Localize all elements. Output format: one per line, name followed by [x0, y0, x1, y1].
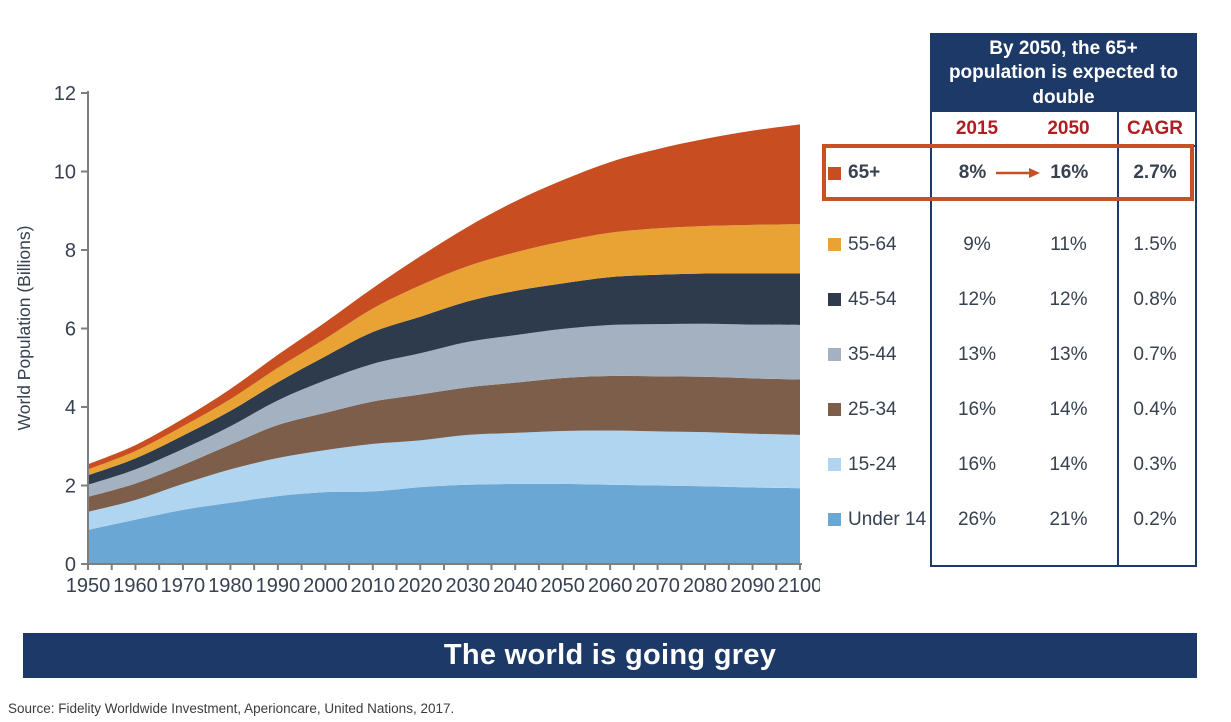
legend-swatch-15-24: [828, 458, 841, 471]
legend-item-35-44: 35-44: [822, 327, 930, 382]
stacked-area-chart: 0 2 4 6 8 10 12 1950 1960 1970 1980 1990 2000 2010 202…: [14, 83, 820, 597]
cagr-column-divider: [1117, 112, 1119, 565]
cell-cagr: 0.3%: [1133, 453, 1177, 475]
area-band-25-34: [88, 375, 800, 512]
cell-2015: 13%: [957, 343, 997, 365]
legend-swatch-65plus: [828, 166, 841, 180]
x-tick-label: 2030: [445, 575, 490, 597]
cell-cagr: 0.4%: [1133, 398, 1177, 420]
legend-label: 25-34: [848, 398, 897, 420]
cell-2050: 16%: [1050, 162, 1089, 183]
area-band-35-44: [88, 323, 800, 497]
cells-2015-2050-65plus: 8% 16%: [932, 162, 1115, 184]
legend-swatch-under14: [828, 513, 841, 526]
population-share-table: By 2050, the 65+ population is expected …: [930, 33, 1197, 567]
legend-label: 45-54: [848, 288, 897, 310]
x-tick-label: 1950: [66, 575, 111, 597]
y-tick-label: 2: [65, 476, 76, 498]
column-header-2015: 2015: [955, 117, 999, 139]
banner-title: The world is going grey: [443, 639, 777, 671]
x-tick-label: 2060: [588, 575, 633, 597]
table-row-under14: 26% 21% 0.2%: [932, 492, 1195, 547]
cell-2015: 12%: [957, 288, 997, 310]
table-row-55-64: 9% 11% 1.5%: [932, 217, 1195, 272]
cell-2015: 8%: [958, 162, 987, 183]
x-tick-label: 2070: [635, 575, 680, 597]
legend-swatch-35-44: [828, 348, 841, 361]
x-tick-label: 2080: [683, 575, 728, 597]
legend-label: 35-44: [848, 343, 897, 365]
x-tick-label: 2000: [303, 575, 348, 597]
legend-label: 55-64: [848, 233, 897, 255]
cell-2015: 26%: [957, 508, 997, 530]
age-group-table-panel: 65+ 55-64 45-54 35-44 25-34 15-24 Under 14 By …: [822, 33, 1202, 567]
x-tick-label: 2040: [493, 575, 538, 597]
legend-label: Under 14: [848, 508, 927, 530]
x-tick-label: 2090: [730, 575, 775, 597]
legend-item-15-24: 15-24: [822, 437, 930, 492]
legend-item-55-64: 55-64: [822, 217, 930, 272]
cell-2015: 9%: [963, 233, 991, 255]
banner: The world is going grey: [23, 633, 1197, 678]
table-header-callout: By 2050, the 65+ population is expected …: [932, 35, 1195, 112]
y-tick-label: 6: [65, 319, 76, 341]
y-tick-label: 10: [54, 162, 76, 184]
table-row-25-34: 16% 14% 0.4%: [932, 382, 1195, 437]
legend-swatch-25-34: [828, 403, 841, 416]
cell-2015: 16%: [957, 453, 997, 475]
area-band-65+: [88, 124, 800, 470]
table-row-45-54: 12% 12% 0.8%: [932, 272, 1195, 327]
area-band-under-14: [88, 483, 800, 564]
legend-label: 15-24: [848, 453, 897, 475]
cell-cagr: 2.7%: [1133, 162, 1177, 183]
cell-cagr: 0.2%: [1133, 508, 1177, 530]
table-row-65plus: 8% 16% 2.7%: [932, 147, 1195, 199]
column-header-cagr: CAGR: [1127, 117, 1183, 139]
cell-cagr: 0.8%: [1133, 288, 1177, 310]
cell-2050: 11%: [1050, 233, 1087, 255]
table-row-15-24: 16% 14% 0.3%: [932, 437, 1195, 492]
table-row-35-44: 13% 13% 0.7%: [932, 327, 1195, 382]
x-tick-label: 2020: [398, 575, 443, 597]
legend-item-25-34: 25-34: [822, 382, 930, 437]
legend-item-under14: Under 14: [822, 492, 930, 547]
cell-2050: 13%: [1049, 343, 1088, 365]
y-tick-label: 4: [65, 397, 76, 419]
legend-swatch-45-54: [828, 293, 841, 306]
legend-swatch-55-64: [828, 238, 841, 251]
x-tick-label: 2100: [778, 575, 820, 597]
cell-cagr: 1.5%: [1133, 233, 1177, 255]
area-band-45-54: [88, 273, 800, 485]
cell-2050: 14%: [1049, 398, 1088, 420]
y-axis-title: World Population (Billions): [14, 226, 34, 431]
cell-cagr: 0.7%: [1133, 343, 1177, 365]
x-tick-label: 1970: [161, 575, 206, 597]
area-band-55-64: [88, 224, 800, 476]
y-tick-label: 8: [65, 240, 76, 262]
area-band-15-24: [88, 430, 800, 530]
cell-2050: 14%: [1049, 453, 1088, 475]
column-header-2050: 2050: [1047, 117, 1090, 139]
legend-item-45-54: 45-54: [822, 272, 930, 327]
table-column-headers: 2015 2050 CAGR: [932, 112, 1195, 147]
y-tick-label: 12: [54, 83, 76, 105]
cell-2015: 16%: [957, 398, 997, 420]
x-tick-label: 1980: [208, 575, 253, 597]
x-tick-label: 1990: [256, 575, 301, 597]
legend-column: 65+ 55-64 45-54 35-44 25-34 15-24 Under 14: [822, 33, 930, 567]
legend-label: 65+: [848, 162, 881, 183]
arrow-right-icon: [996, 168, 1041, 178]
cell-2050: 21%: [1049, 508, 1088, 530]
cell-2050: 12%: [1049, 288, 1088, 310]
y-tick-label: 0: [65, 554, 76, 576]
source-note: Source: Fidelity Worldwide Investment, A…: [8, 701, 455, 716]
x-tick-label: 2050: [540, 575, 585, 597]
x-tick-label: 1960: [113, 575, 158, 597]
x-tick-label: 2010: [351, 575, 396, 597]
legend-item-65plus: 65+: [822, 147, 930, 199]
